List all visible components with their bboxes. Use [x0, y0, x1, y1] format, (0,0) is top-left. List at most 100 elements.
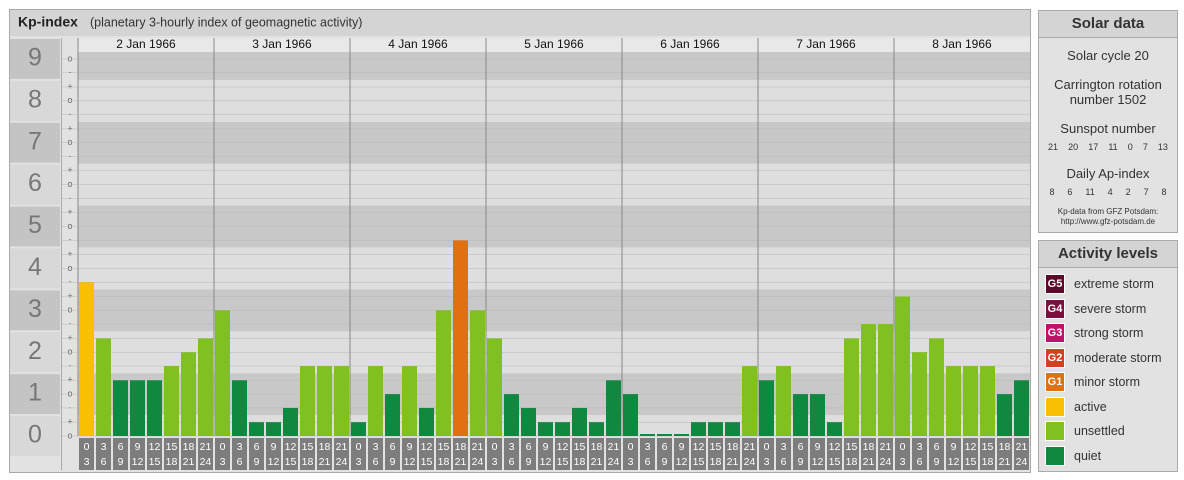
bar — [249, 422, 264, 436]
interval-end: 24 — [472, 456, 484, 468]
bar — [470, 310, 485, 436]
interval-end: 18 — [438, 456, 450, 468]
interval-end: 12 — [676, 456, 688, 468]
interval-box — [759, 438, 774, 470]
interval-end: 3 — [492, 456, 498, 468]
bar — [504, 394, 519, 436]
y-label-box — [10, 39, 60, 79]
interval-box — [1014, 438, 1029, 470]
legend-title: Activity levels — [1039, 241, 1177, 268]
y-tick-label: 9 — [28, 44, 42, 72]
interval-box — [878, 438, 893, 470]
legend-item: G3 strong storm — [1039, 321, 1177, 346]
interval-end: 12 — [948, 456, 960, 468]
legend-swatch — [1045, 421, 1065, 442]
interval-start: 3 — [917, 441, 923, 453]
interval-end: 21 — [999, 456, 1011, 468]
ap-label: Daily Ap-index — [1066, 166, 1150, 181]
y-tick-label: 1 — [28, 379, 42, 407]
interval-box — [963, 438, 978, 470]
y-minor-label: o — [67, 305, 72, 315]
solar-panel: Solar data Solar cycle 20 Carrington rot… — [1038, 10, 1178, 233]
bar — [980, 366, 995, 436]
interval-start: 3 — [101, 441, 107, 453]
interval-start: 6 — [934, 441, 940, 453]
bar — [113, 380, 128, 436]
interval-start: 12 — [285, 441, 297, 453]
bar — [538, 422, 553, 436]
interval-box — [283, 438, 298, 470]
interval-start: 6 — [254, 441, 260, 453]
interval-box — [776, 438, 791, 470]
legend-swatch — [1045, 396, 1065, 417]
y-minor-label: + — [67, 375, 72, 385]
header — [10, 10, 1030, 36]
interval-start: 18 — [319, 441, 331, 453]
interval-box — [980, 438, 995, 470]
bar — [759, 380, 774, 436]
solar-cycle: Solar cycle 20 — [1067, 48, 1149, 63]
interval-start: 6 — [390, 441, 396, 453]
interval-box — [130, 438, 145, 470]
y-tick-label: 7 — [28, 127, 42, 155]
interval-start: 15 — [302, 441, 314, 453]
interval-end: 18 — [302, 456, 314, 468]
y-tick-label: 8 — [28, 85, 42, 113]
legend-label: moderate storm — [1074, 350, 1162, 365]
bar — [674, 434, 689, 436]
bar — [521, 407, 536, 436]
sunspot-label: Sunspot number — [1060, 121, 1156, 136]
legend-label: active — [1074, 399, 1107, 414]
interval-box — [215, 438, 230, 470]
interval-end: 6 — [373, 456, 379, 468]
interval-end: 3 — [84, 456, 90, 468]
interval-end: 9 — [254, 456, 260, 468]
legend-item: G4 severe storm — [1039, 297, 1177, 322]
legend-item: G5 extreme storm — [1039, 272, 1177, 297]
y-minor-label: o — [67, 137, 72, 147]
bar — [623, 394, 638, 436]
y-tick-label: 5 — [28, 211, 42, 239]
interval-end: 18 — [166, 456, 178, 468]
bar — [555, 422, 570, 436]
interval-end: 3 — [764, 456, 770, 468]
interval-end: 21 — [863, 456, 875, 468]
interval-start: 15 — [574, 441, 586, 453]
y-minor-label: + — [67, 333, 72, 343]
interval-box — [181, 438, 196, 470]
interval-end: 3 — [220, 456, 226, 468]
interval-box — [249, 438, 264, 470]
interval-start: 15 — [166, 441, 178, 453]
source: Kp-data from GFZ Potsdam: — [1057, 207, 1159, 216]
legend-swatch: G1 — [1045, 372, 1065, 393]
y-minor-label: - — [69, 235, 72, 245]
interval-start: 18 — [455, 441, 467, 453]
interval-end: 24 — [880, 456, 892, 468]
interval-start: 3 — [781, 441, 787, 453]
bar — [453, 240, 468, 436]
interval-box — [317, 438, 332, 470]
bar — [793, 394, 808, 436]
interval-end: 18 — [846, 456, 858, 468]
day-strip — [78, 38, 1030, 52]
interval-box — [96, 438, 111, 470]
interval-end: 9 — [118, 456, 124, 468]
interval-end: 6 — [101, 456, 107, 468]
bar — [283, 407, 298, 436]
day-label: 5 Jan 1966 — [524, 37, 584, 51]
bar — [572, 407, 587, 436]
bar — [929, 338, 944, 436]
interval-start: 3 — [237, 441, 243, 453]
bar — [895, 296, 910, 436]
bar — [946, 366, 961, 436]
y-minor-label: + — [67, 81, 72, 91]
interval-start: 0 — [356, 441, 362, 453]
interval-start: 21 — [880, 441, 892, 453]
interval-start: 18 — [863, 441, 875, 453]
bar — [725, 422, 740, 436]
interval-end: 15 — [829, 456, 841, 468]
interval-box — [436, 438, 451, 470]
interval-start: 18 — [183, 441, 195, 453]
interval-box — [912, 438, 927, 470]
interval-end: 21 — [727, 456, 739, 468]
